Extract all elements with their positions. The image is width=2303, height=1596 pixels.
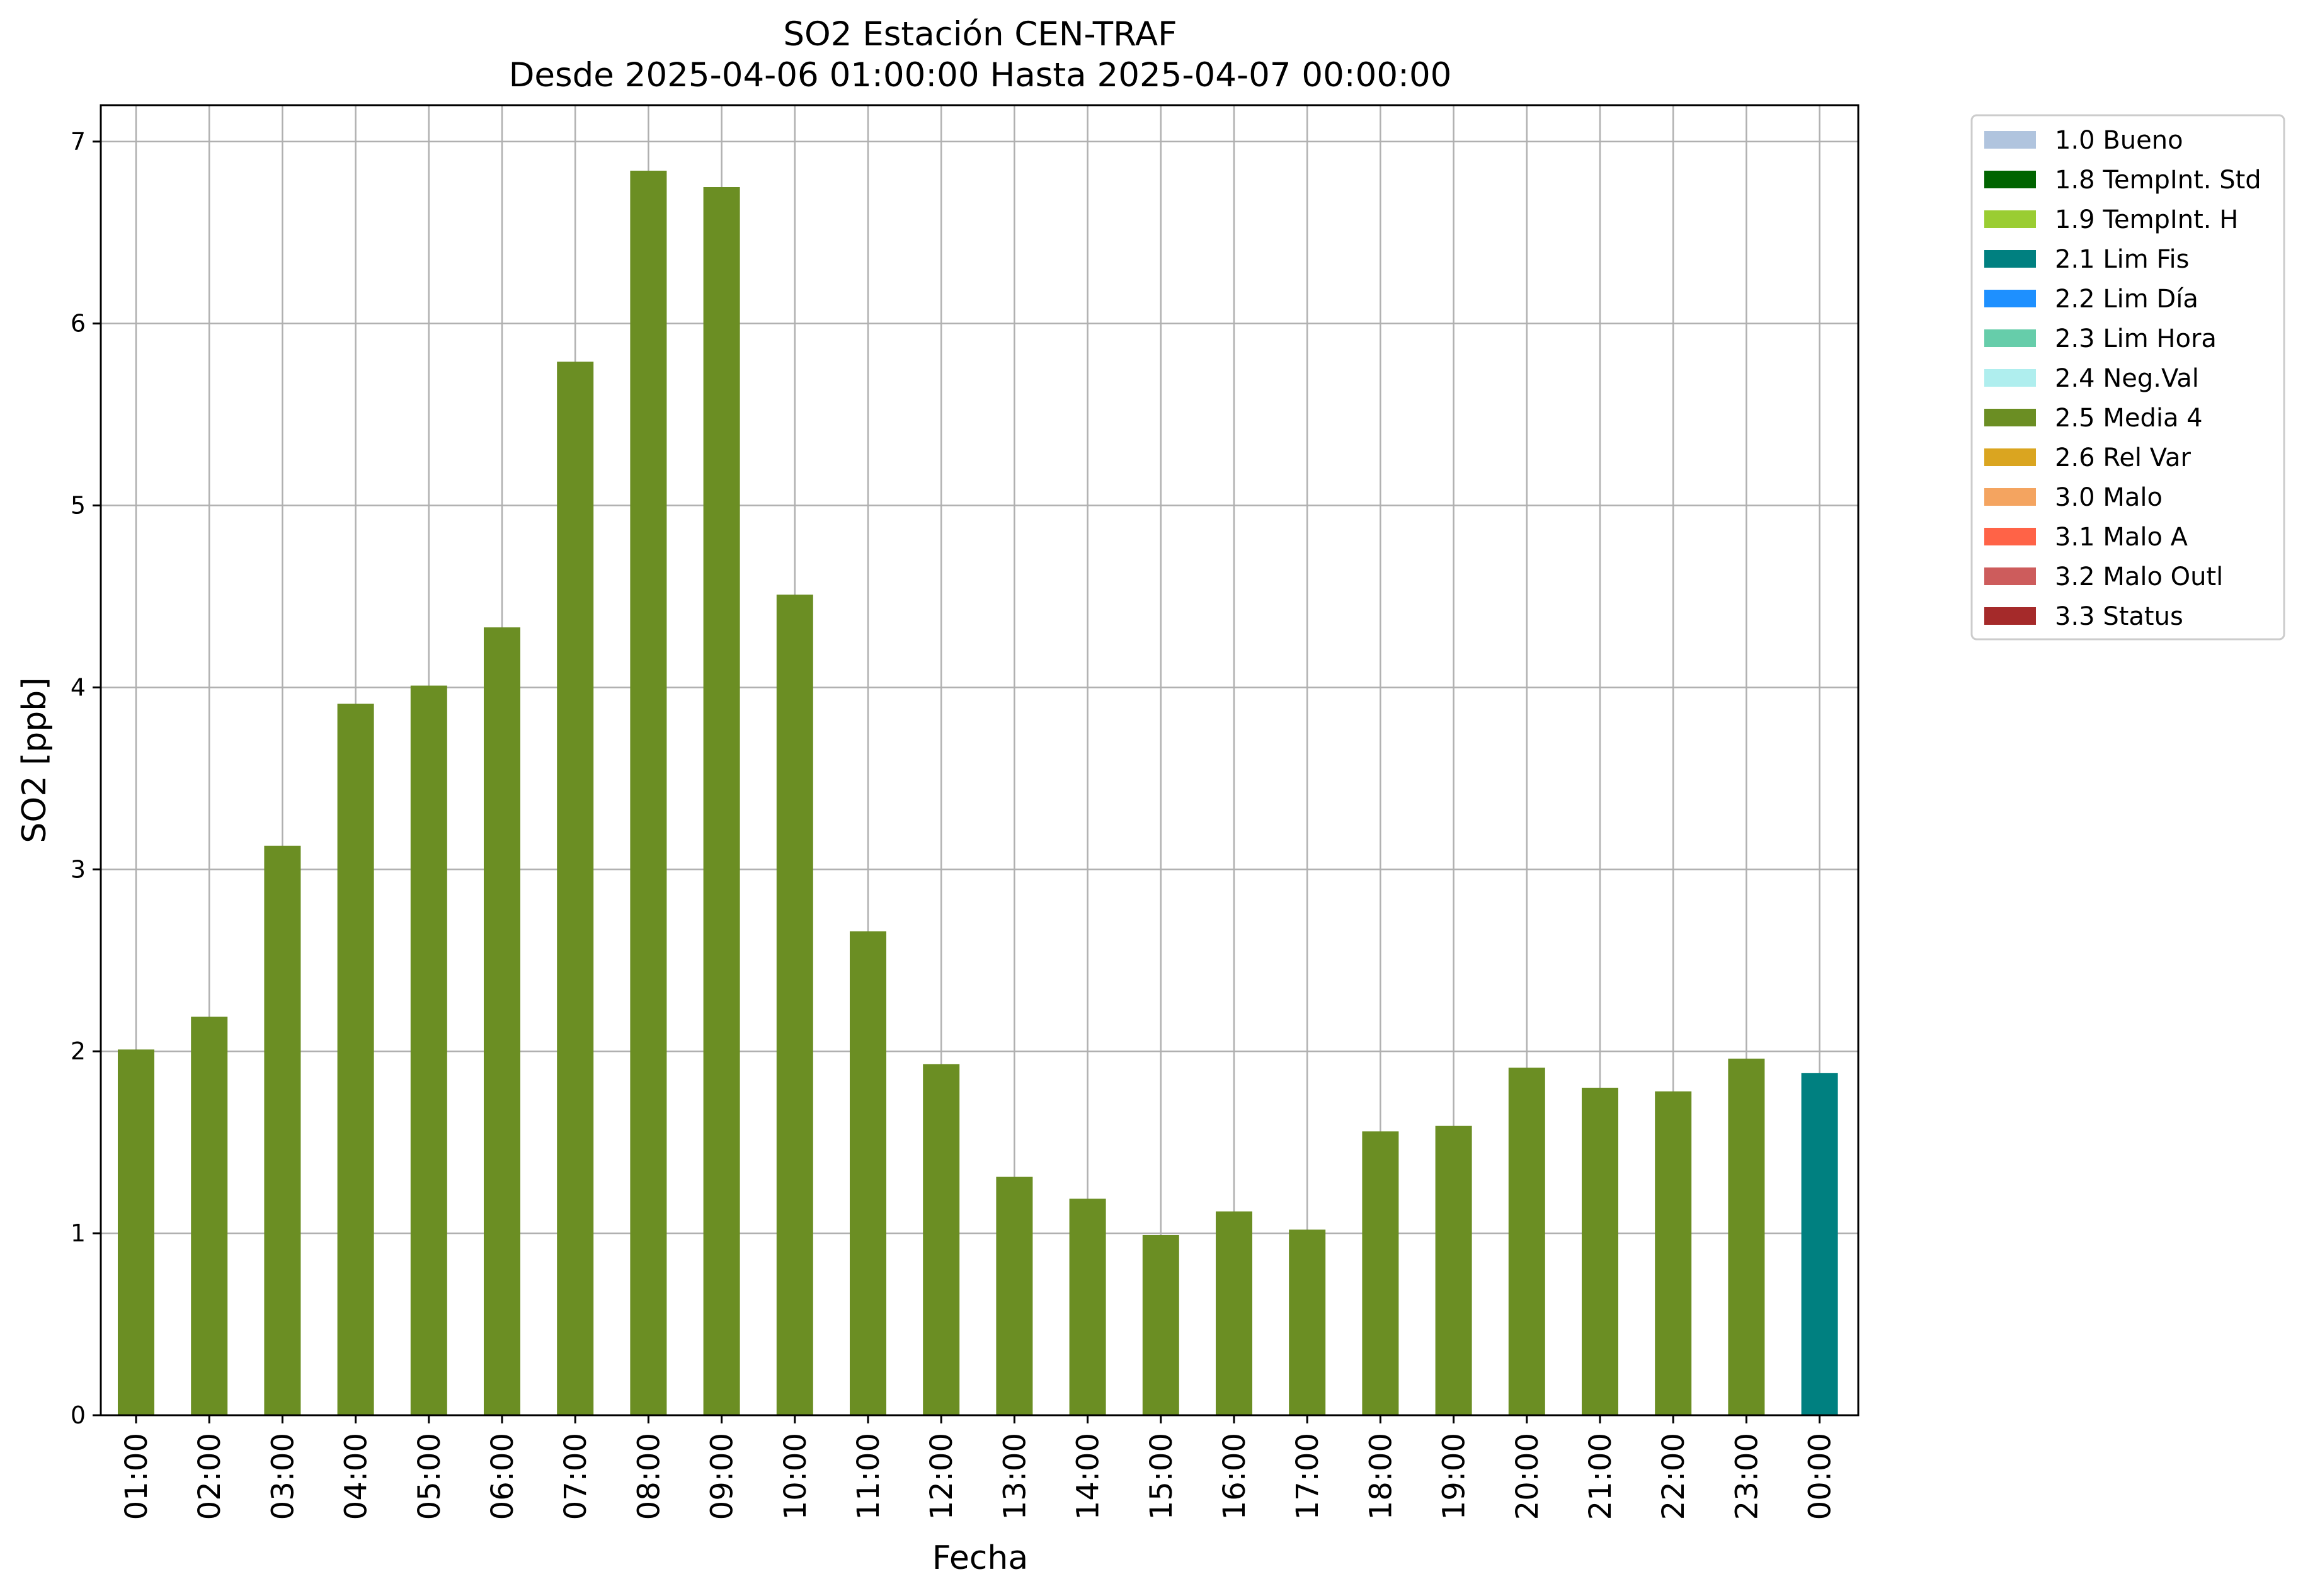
legend-swatch: [1984, 210, 2036, 228]
legend-label: 2.1 Lim Fis: [2055, 245, 2189, 274]
x-tick-label: 13:00: [997, 1433, 1032, 1520]
legend-label: 2.2 Lim Día: [2055, 285, 2198, 314]
x-tick-label: 07:00: [558, 1433, 593, 1520]
bar-2000: [1508, 1068, 1545, 1415]
x-tick-label: 15:00: [1144, 1433, 1179, 1520]
x-tick-label: 17:00: [1290, 1433, 1325, 1520]
x-tick-label: 04:00: [339, 1433, 374, 1520]
x-tick-label: 00:00: [1803, 1433, 1838, 1520]
legend-label: 3.3 Status: [2055, 602, 2183, 631]
bar-1900: [1435, 1126, 1472, 1415]
bar-1200: [923, 1064, 960, 1415]
x-axis: 01:00 02:00 03:00 04:00 05:00 06:00 07:00 08:00…: [119, 1415, 1838, 1520]
x-tick-label: 12:00: [924, 1433, 959, 1520]
bar-0800: [630, 171, 667, 1415]
x-tick-label: 01:00: [119, 1433, 154, 1520]
y-axis-label: SO2 [ppb]: [16, 677, 54, 843]
x-tick-label: 16:00: [1217, 1433, 1252, 1520]
x-tick-label: 02:00: [192, 1433, 227, 1520]
y-axis: 0 1 2 3 4 5 6 7: [71, 128, 101, 1429]
bar-0900: [703, 187, 740, 1415]
legend-frame: [1970, 114, 2285, 641]
bar-1100: [850, 931, 886, 1415]
bar-1000: [776, 595, 813, 1415]
y-tick-label: 6: [71, 310, 86, 338]
bar-2100: [1582, 1088, 1618, 1415]
legend-swatch: [1984, 528, 2036, 545]
bar-2200: [1655, 1091, 1692, 1415]
x-tick-label: 09:00: [705, 1433, 740, 1520]
bar-0600: [484, 627, 520, 1415]
bar-1600: [1216, 1211, 1252, 1415]
legend: 1.0 Bueno 1.8 TempInt. Std 1.9 TempInt. H 2…: [1970, 114, 2285, 641]
x-tick-label: 18:00: [1363, 1433, 1398, 1520]
bar-0200: [191, 1017, 228, 1415]
bar-0400: [337, 704, 374, 1415]
legend-label: 3.1 Malo A: [2055, 523, 2188, 552]
legend-swatch: [1984, 488, 2036, 506]
legend-swatch: [1984, 409, 2036, 426]
x-tick-label: 23:00: [1729, 1433, 1764, 1520]
legend-label: 1.9 TempInt. H: [2055, 205, 2238, 234]
plot-area-frame: [100, 104, 1860, 1416]
bar-0300: [264, 845, 301, 1415]
legend-label: 3.0 Malo: [2055, 483, 2163, 512]
legend-swatch: [1984, 369, 2036, 387]
legend-label: 1.0 Bueno: [2055, 126, 2183, 155]
bars: [118, 171, 1838, 1416]
legend-swatch: [1984, 448, 2036, 466]
legend-label: 3.2 Malo Outl: [2055, 562, 2223, 591]
x-tick-label: 08:00: [631, 1433, 666, 1520]
x-tick-label: 20:00: [1510, 1433, 1545, 1520]
x-tick-label: 06:00: [485, 1433, 520, 1520]
legend-swatch: [1984, 250, 2036, 268]
y-tick-label: 3: [71, 855, 86, 883]
y-tick-label: 2: [71, 1037, 86, 1065]
legend-label: 2.3 Lim Hora: [2055, 324, 2217, 353]
bar-0500: [410, 685, 447, 1415]
bar-1800: [1362, 1131, 1399, 1415]
x-tick-label: 21:00: [1583, 1433, 1618, 1520]
x-tick-label: 11:00: [851, 1433, 886, 1520]
chart-title-line2: Desde 2025-04-06 01:00:00 Hasta 2025-04-…: [509, 56, 1452, 94]
x-tick-label: 22:00: [1656, 1433, 1691, 1520]
y-tick-label: 7: [71, 128, 86, 156]
legend-swatch: [1984, 567, 2036, 585]
legend-swatch: [1984, 131, 2036, 149]
x-tick-label: 19:00: [1437, 1433, 1472, 1520]
x-tick-label: 14:00: [1071, 1433, 1106, 1520]
x-tick-label: 10:00: [778, 1433, 813, 1520]
legend-label: 2.5 Media 4: [2055, 404, 2203, 433]
legend-label: 2.6 Rel Var: [2055, 443, 2192, 472]
legend-label: 2.4 Neg.Val: [2055, 364, 2199, 393]
legend-swatch: [1984, 329, 2036, 347]
x-tick-label: 03:00: [265, 1433, 300, 1520]
x-axis-label: Fecha: [932, 1539, 1028, 1577]
legend-swatch: [1984, 607, 2036, 625]
chart-title-line1: SO2 Estación CEN-TRAF: [783, 15, 1177, 54]
bar-0700: [557, 362, 594, 1416]
y-tick-label: 1: [71, 1219, 86, 1247]
legend-swatch: [1984, 290, 2036, 307]
x-tick-label: 05:00: [412, 1433, 447, 1520]
legend-label: 1.8 TempInt. Std: [2055, 166, 2261, 195]
bar-1400: [1069, 1199, 1106, 1415]
bar-1300: [996, 1177, 1033, 1415]
bar-0000: [1801, 1073, 1838, 1415]
legend-swatch: [1984, 171, 2036, 188]
bar-1500: [1142, 1235, 1179, 1415]
bar-0100: [118, 1049, 154, 1415]
bar-1700: [1289, 1229, 1326, 1415]
y-tick-label: 5: [71, 492, 86, 520]
bar-2300: [1728, 1058, 1765, 1415]
y-tick-label: 0: [71, 1401, 86, 1429]
y-tick-label: 4: [71, 673, 86, 701]
